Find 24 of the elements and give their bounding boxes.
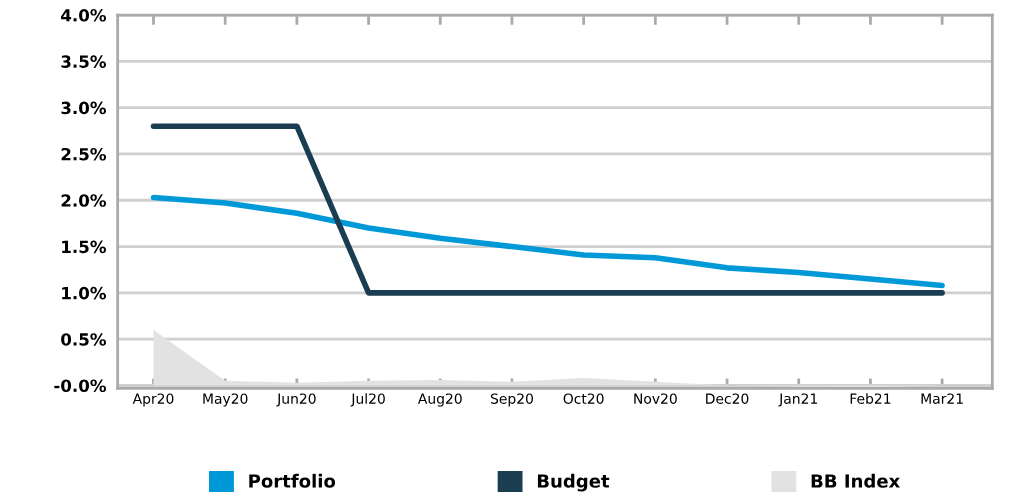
x-tick-label: Jun20 (276, 393, 316, 407)
x-tick-label: Dec20 (706, 393, 749, 404)
y-tick-label: 0.5% (61, 333, 106, 346)
x-tick-label: Nov20 (634, 393, 677, 404)
x-tick-label: Sep20 (490, 393, 533, 407)
x-tick-label: Oct20 (563, 393, 604, 404)
y-tick-label: 2.5% (61, 147, 106, 161)
x-tick-label: Aug20 (417, 393, 462, 407)
legend-label: BB Index (811, 473, 900, 488)
y-tick-label: 1.5% (62, 240, 106, 254)
y-tick-label: 3.5% (61, 55, 106, 68)
x-tick-label: Feb21 (850, 393, 891, 404)
x-tick-label: Jul20 (350, 393, 385, 407)
y-tick-label: 3.0% (61, 101, 106, 115)
x-tick-label: Apr20 (132, 393, 174, 407)
legend-label: Portfolio (249, 473, 336, 488)
legend-label: Budget (537, 473, 610, 492)
y-tick-label: -0.0% (54, 379, 106, 393)
x-tick-label: Jan21 (778, 393, 817, 407)
y-tick-label: 2.0% (61, 194, 106, 207)
x-tick-label: Mar21 (921, 393, 963, 404)
x-tick-label: May20 (203, 393, 248, 407)
y-tick-label: 4.0% (61, 8, 106, 22)
y-tick-label: 1.0% (62, 286, 106, 300)
